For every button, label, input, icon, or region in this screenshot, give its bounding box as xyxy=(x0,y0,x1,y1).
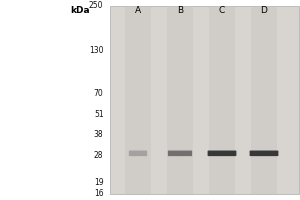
Bar xyxy=(209,6,235,194)
Text: 70: 70 xyxy=(94,89,103,98)
Text: 16: 16 xyxy=(94,190,104,198)
Text: B: B xyxy=(177,6,183,15)
FancyBboxPatch shape xyxy=(250,151,278,156)
Text: 38: 38 xyxy=(94,130,104,139)
Text: 51: 51 xyxy=(94,110,104,119)
Text: C: C xyxy=(219,6,225,15)
FancyBboxPatch shape xyxy=(208,151,236,156)
Text: 19: 19 xyxy=(94,178,104,187)
Text: D: D xyxy=(261,6,267,15)
FancyBboxPatch shape xyxy=(168,151,192,156)
Text: A: A xyxy=(135,6,141,15)
Text: kDa: kDa xyxy=(70,6,90,15)
Text: 130: 130 xyxy=(89,46,103,55)
Bar xyxy=(251,6,277,194)
Bar xyxy=(110,6,298,194)
FancyBboxPatch shape xyxy=(129,151,147,156)
Bar xyxy=(125,6,151,194)
Bar xyxy=(167,6,193,194)
Text: 250: 250 xyxy=(89,1,103,10)
Text: 28: 28 xyxy=(94,151,104,160)
